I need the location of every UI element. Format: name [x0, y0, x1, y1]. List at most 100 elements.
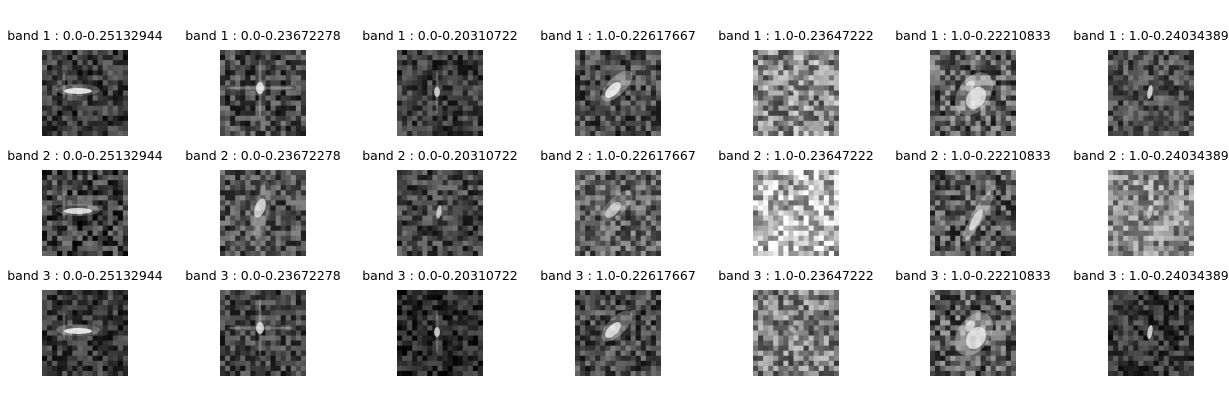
noise-pixel — [829, 55, 834, 60]
noise-pixel — [646, 60, 651, 65]
noise-pixel — [235, 65, 240, 70]
noise-pixel — [595, 50, 600, 55]
noise-pixel — [245, 236, 250, 241]
noise-pixel — [824, 205, 829, 210]
noise-pixel — [636, 121, 641, 126]
noise-pixel — [422, 216, 427, 221]
noise-pixel — [266, 80, 271, 85]
noise-pixel — [819, 175, 824, 180]
noise-pixel — [123, 371, 128, 376]
noise-pixel — [296, 70, 301, 75]
noise-pixel — [118, 126, 123, 131]
noise-pixel — [412, 131, 417, 136]
noise-pixel — [281, 371, 286, 376]
noise-pixel — [245, 251, 250, 256]
noise-pixel — [296, 320, 301, 325]
noise-pixel — [824, 106, 829, 111]
noise-pixel — [72, 65, 77, 70]
noise-pixel — [286, 320, 291, 325]
noise-pixel — [809, 205, 814, 210]
noise-pixel — [463, 185, 468, 190]
noise-pixel — [651, 50, 656, 55]
noise-pixel — [950, 205, 955, 210]
noise-pixel — [47, 195, 52, 200]
grayscale-image — [42, 290, 128, 376]
noise-pixel — [626, 216, 631, 221]
noise-pixel — [93, 200, 98, 205]
noise-pixel — [453, 310, 458, 315]
noise-pixel — [981, 65, 986, 70]
noise-pixel — [291, 216, 296, 221]
noise-pixel — [636, 246, 641, 251]
noise-pixel — [412, 75, 417, 80]
noise-pixel — [103, 241, 108, 246]
noise-pixel — [62, 131, 67, 136]
noise-pixel — [1184, 180, 1189, 185]
noise-pixel — [250, 50, 255, 55]
noise-pixel — [829, 75, 834, 80]
noise-pixel — [590, 111, 595, 116]
noise-pixel — [62, 366, 67, 371]
noise-pixel — [397, 241, 402, 246]
noise-pixel — [42, 126, 47, 131]
noise-pixel — [108, 60, 113, 65]
noise-pixel — [783, 175, 788, 180]
noise-pixel — [266, 116, 271, 121]
noise-pixel — [1154, 85, 1159, 90]
noise-pixel — [113, 170, 118, 175]
noise-pixel — [1159, 241, 1164, 246]
noise-pixel — [651, 251, 656, 256]
noise-pixel — [93, 231, 98, 236]
noise-pixel — [47, 50, 52, 55]
noise-pixel — [52, 50, 57, 55]
noise-pixel — [402, 121, 407, 126]
noise-pixel — [940, 241, 945, 246]
noise-pixel — [1189, 116, 1194, 121]
noise-pixel — [235, 366, 240, 371]
noise-pixel — [824, 231, 829, 236]
noise-pixel — [443, 336, 448, 341]
noise-pixel — [1133, 116, 1138, 121]
noise-pixel — [814, 101, 819, 106]
noise-pixel — [113, 106, 118, 111]
noise-pixel — [605, 246, 610, 251]
noise-pixel — [753, 195, 758, 200]
noise-pixel — [412, 101, 417, 106]
noise-pixel — [42, 300, 47, 305]
noise-pixel — [271, 336, 276, 341]
noise-pixel — [296, 200, 301, 205]
noise-pixel — [417, 310, 422, 315]
noise-pixel — [1154, 75, 1159, 80]
noise-pixel — [286, 346, 291, 351]
noise-pixel — [448, 295, 453, 300]
noise-pixel — [458, 336, 463, 341]
noise-pixel — [230, 300, 235, 305]
noise-pixel — [585, 121, 590, 126]
noise-pixel — [976, 131, 981, 136]
noise-pixel — [641, 75, 646, 80]
noise-pixel — [235, 50, 240, 55]
noise-pixel — [1108, 126, 1113, 131]
noise-pixel — [123, 251, 128, 256]
noise-pixel — [432, 221, 437, 226]
noise-pixel — [605, 70, 610, 75]
noise-pixel — [286, 96, 291, 101]
noise-pixel — [996, 121, 1001, 126]
noise-pixel — [235, 295, 240, 300]
noise-pixel — [991, 126, 996, 131]
noise-pixel — [77, 60, 82, 65]
noise-pixel — [1123, 50, 1128, 55]
noise-pixel — [646, 85, 651, 90]
noise-pixel — [1011, 70, 1016, 75]
noise-pixel — [1108, 55, 1113, 60]
noise-pixel — [945, 96, 950, 101]
noise-pixel — [291, 371, 296, 376]
noise-pixel — [230, 101, 235, 106]
noise-pixel — [432, 195, 437, 200]
noise-pixel — [98, 361, 103, 366]
noise-pixel — [82, 226, 87, 231]
noise-pixel — [448, 195, 453, 200]
noise-pixel — [271, 346, 276, 351]
noise-pixel — [590, 80, 595, 85]
noise-pixel — [631, 50, 636, 55]
